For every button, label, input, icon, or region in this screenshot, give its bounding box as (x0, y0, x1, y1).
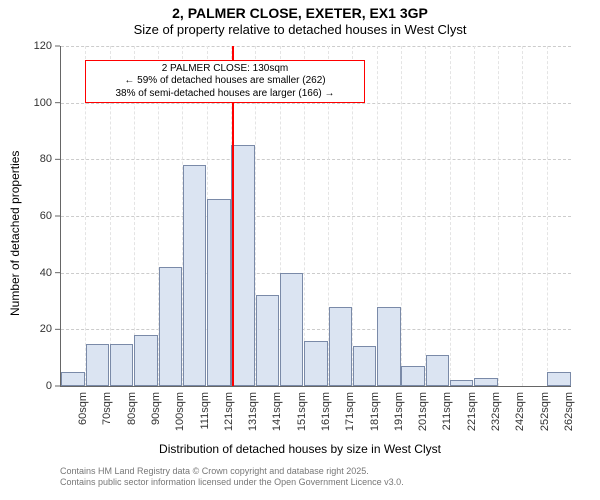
gridline-h (61, 329, 571, 330)
x-tick-label: 252sqm (539, 392, 551, 452)
y-tick-label: 20 (40, 323, 52, 335)
histogram-bar (547, 372, 571, 386)
histogram-bar (377, 307, 401, 386)
x-tick-label: 121sqm (223, 392, 235, 452)
chart-footer: Contains HM Land Registry data © Crown c… (60, 466, 404, 489)
x-tick-label: 201sqm (417, 392, 429, 452)
histogram-bar (86, 344, 110, 387)
x-tick-label: 221sqm (466, 392, 478, 452)
x-tick-label: 60sqm (77, 392, 89, 452)
histogram-bar (353, 346, 377, 386)
x-tick-label: 181sqm (369, 392, 381, 452)
gridline-h (61, 273, 571, 274)
x-tick-label: 211sqm (441, 392, 453, 452)
y-tick-label: 0 (46, 380, 52, 392)
histogram-bar (183, 165, 207, 386)
histogram-bar (401, 366, 425, 386)
footer-line: Contains public sector information licen… (60, 477, 404, 488)
histogram-bar (134, 335, 158, 386)
histogram-bar (450, 380, 474, 386)
histogram-bar (426, 355, 450, 386)
y-tick-label: 100 (34, 97, 52, 109)
histogram-bar (110, 344, 134, 387)
gridline-v (450, 46, 451, 386)
x-tick-label: 242sqm (514, 392, 526, 452)
chart-title: 2, PALMER CLOSE, EXETER, EX1 3GP (0, 5, 600, 21)
y-tick-label: 80 (40, 153, 52, 165)
chart-subtitle: Size of property relative to detached ho… (0, 22, 600, 37)
plot-area: 2 PALMER CLOSE: 130sqm← 59% of detached … (60, 46, 571, 387)
histogram-bar (61, 372, 85, 386)
x-tick-label: 191sqm (393, 392, 405, 452)
y-tick-label: 120 (34, 40, 52, 52)
x-tick-label: 80sqm (126, 392, 138, 452)
gridline-v (522, 46, 523, 386)
x-tick-label: 262sqm (563, 392, 575, 452)
y-axis-label: Number of detached properties (8, 151, 22, 316)
gridline-h (61, 159, 571, 160)
x-tick-label: 70sqm (101, 392, 113, 452)
histogram-bar (159, 267, 183, 386)
histogram-bar (207, 199, 231, 386)
gridline-h (61, 103, 571, 104)
x-tick-label: 171sqm (344, 392, 356, 452)
x-tick-label: 161sqm (320, 392, 332, 452)
callout-line: 38% of semi-detached houses are larger (… (90, 88, 360, 100)
histogram-bar (256, 295, 280, 386)
x-tick-label: 100sqm (174, 392, 186, 452)
gridline-v (401, 46, 402, 386)
x-tick-label: 232sqm (490, 392, 502, 452)
histogram-bar (231, 145, 255, 386)
x-tick-label: 151sqm (296, 392, 308, 452)
gridline-v (498, 46, 499, 386)
histogram-bar (329, 307, 353, 386)
callout-line: ← 59% of detached houses are smaller (26… (90, 75, 360, 87)
x-tick-label: 90sqm (150, 392, 162, 452)
x-tick-label: 141sqm (271, 392, 283, 452)
footer-line: Contains HM Land Registry data © Crown c… (60, 466, 404, 477)
gridline-v (474, 46, 475, 386)
callout-box: 2 PALMER CLOSE: 130sqm← 59% of detached … (85, 60, 365, 103)
gridline-v (547, 46, 548, 386)
callout-line: 2 PALMER CLOSE: 130sqm (90, 63, 360, 75)
y-tick-label: 60 (40, 210, 52, 222)
gridline-h (61, 216, 571, 217)
gridline-v (425, 46, 426, 386)
x-tick-label: 111sqm (199, 392, 211, 452)
gridline-h (61, 46, 571, 47)
x-tick-label: 131sqm (247, 392, 259, 452)
histogram-bar (280, 273, 304, 386)
histogram-bar (474, 378, 498, 387)
y-tick-label: 40 (40, 267, 52, 279)
histogram-bar (304, 341, 328, 386)
